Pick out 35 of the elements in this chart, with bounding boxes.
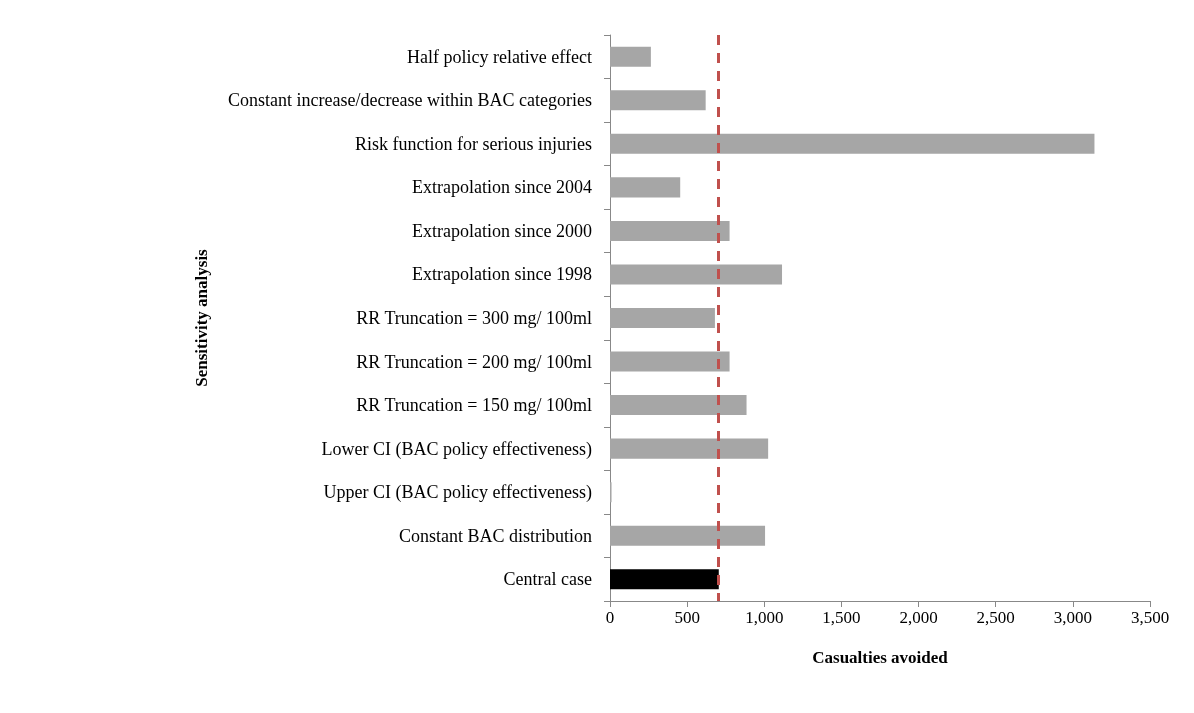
y-tick-label: RR Truncation = 200 mg/ 100ml [356, 351, 592, 372]
y-tick-label: Constant increase/decrease within BAC categories [228, 90, 592, 111]
bar [610, 351, 730, 372]
y-axis-title: Sensitivity analysis [192, 248, 211, 387]
x-axis-title: Casualties avoided [812, 648, 949, 667]
bar [610, 90, 706, 111]
x-tick-label: 1,000 [745, 608, 784, 627]
bar [610, 307, 715, 329]
y-tick-label: RR Truncation = 300 mg/ 100ml [356, 308, 592, 328]
x-tick-label: 3,500 [1130, 608, 1170, 627]
bar [610, 525, 766, 546]
y-tick-label: Extrapolation since 2004 [412, 177, 592, 198]
bar [610, 395, 747, 416]
bar [610, 177, 681, 198]
bar [610, 264, 783, 285]
x-tick-label: 0 [605, 608, 615, 627]
x-tick-label: 500 [674, 608, 700, 627]
bar [610, 133, 1095, 154]
bar [610, 569, 719, 590]
x-tick-label: 2,500 [976, 608, 1015, 627]
y-tick-label: Central case [503, 569, 593, 590]
y-tick-label: Lower CI (BAC policy effectiveness) [321, 438, 592, 460]
y-tick-label: Extrapolation since 2000 [412, 220, 592, 241]
y-tick-label: Half policy relative effect [406, 46, 592, 67]
y-tick-label: RR Truncation = 150 mg/ 100ml [356, 395, 592, 416]
bar [610, 438, 769, 459]
bar [610, 46, 651, 67]
x-tick-label: 2,000 [899, 608, 938, 627]
y-tick-label: Upper CI (BAC policy effectiveness) [323, 482, 593, 504]
bar [610, 220, 730, 241]
y-tick-label: Constant BAC distribution [398, 525, 592, 546]
y-tick-label: Extrapolation since 1998 [412, 264, 592, 285]
x-tick-label: 3,000 [1053, 608, 1092, 627]
y-tick-label: Risk function for serious injuries [355, 133, 592, 154]
x-tick-label: 1,500 [822, 608, 861, 627]
